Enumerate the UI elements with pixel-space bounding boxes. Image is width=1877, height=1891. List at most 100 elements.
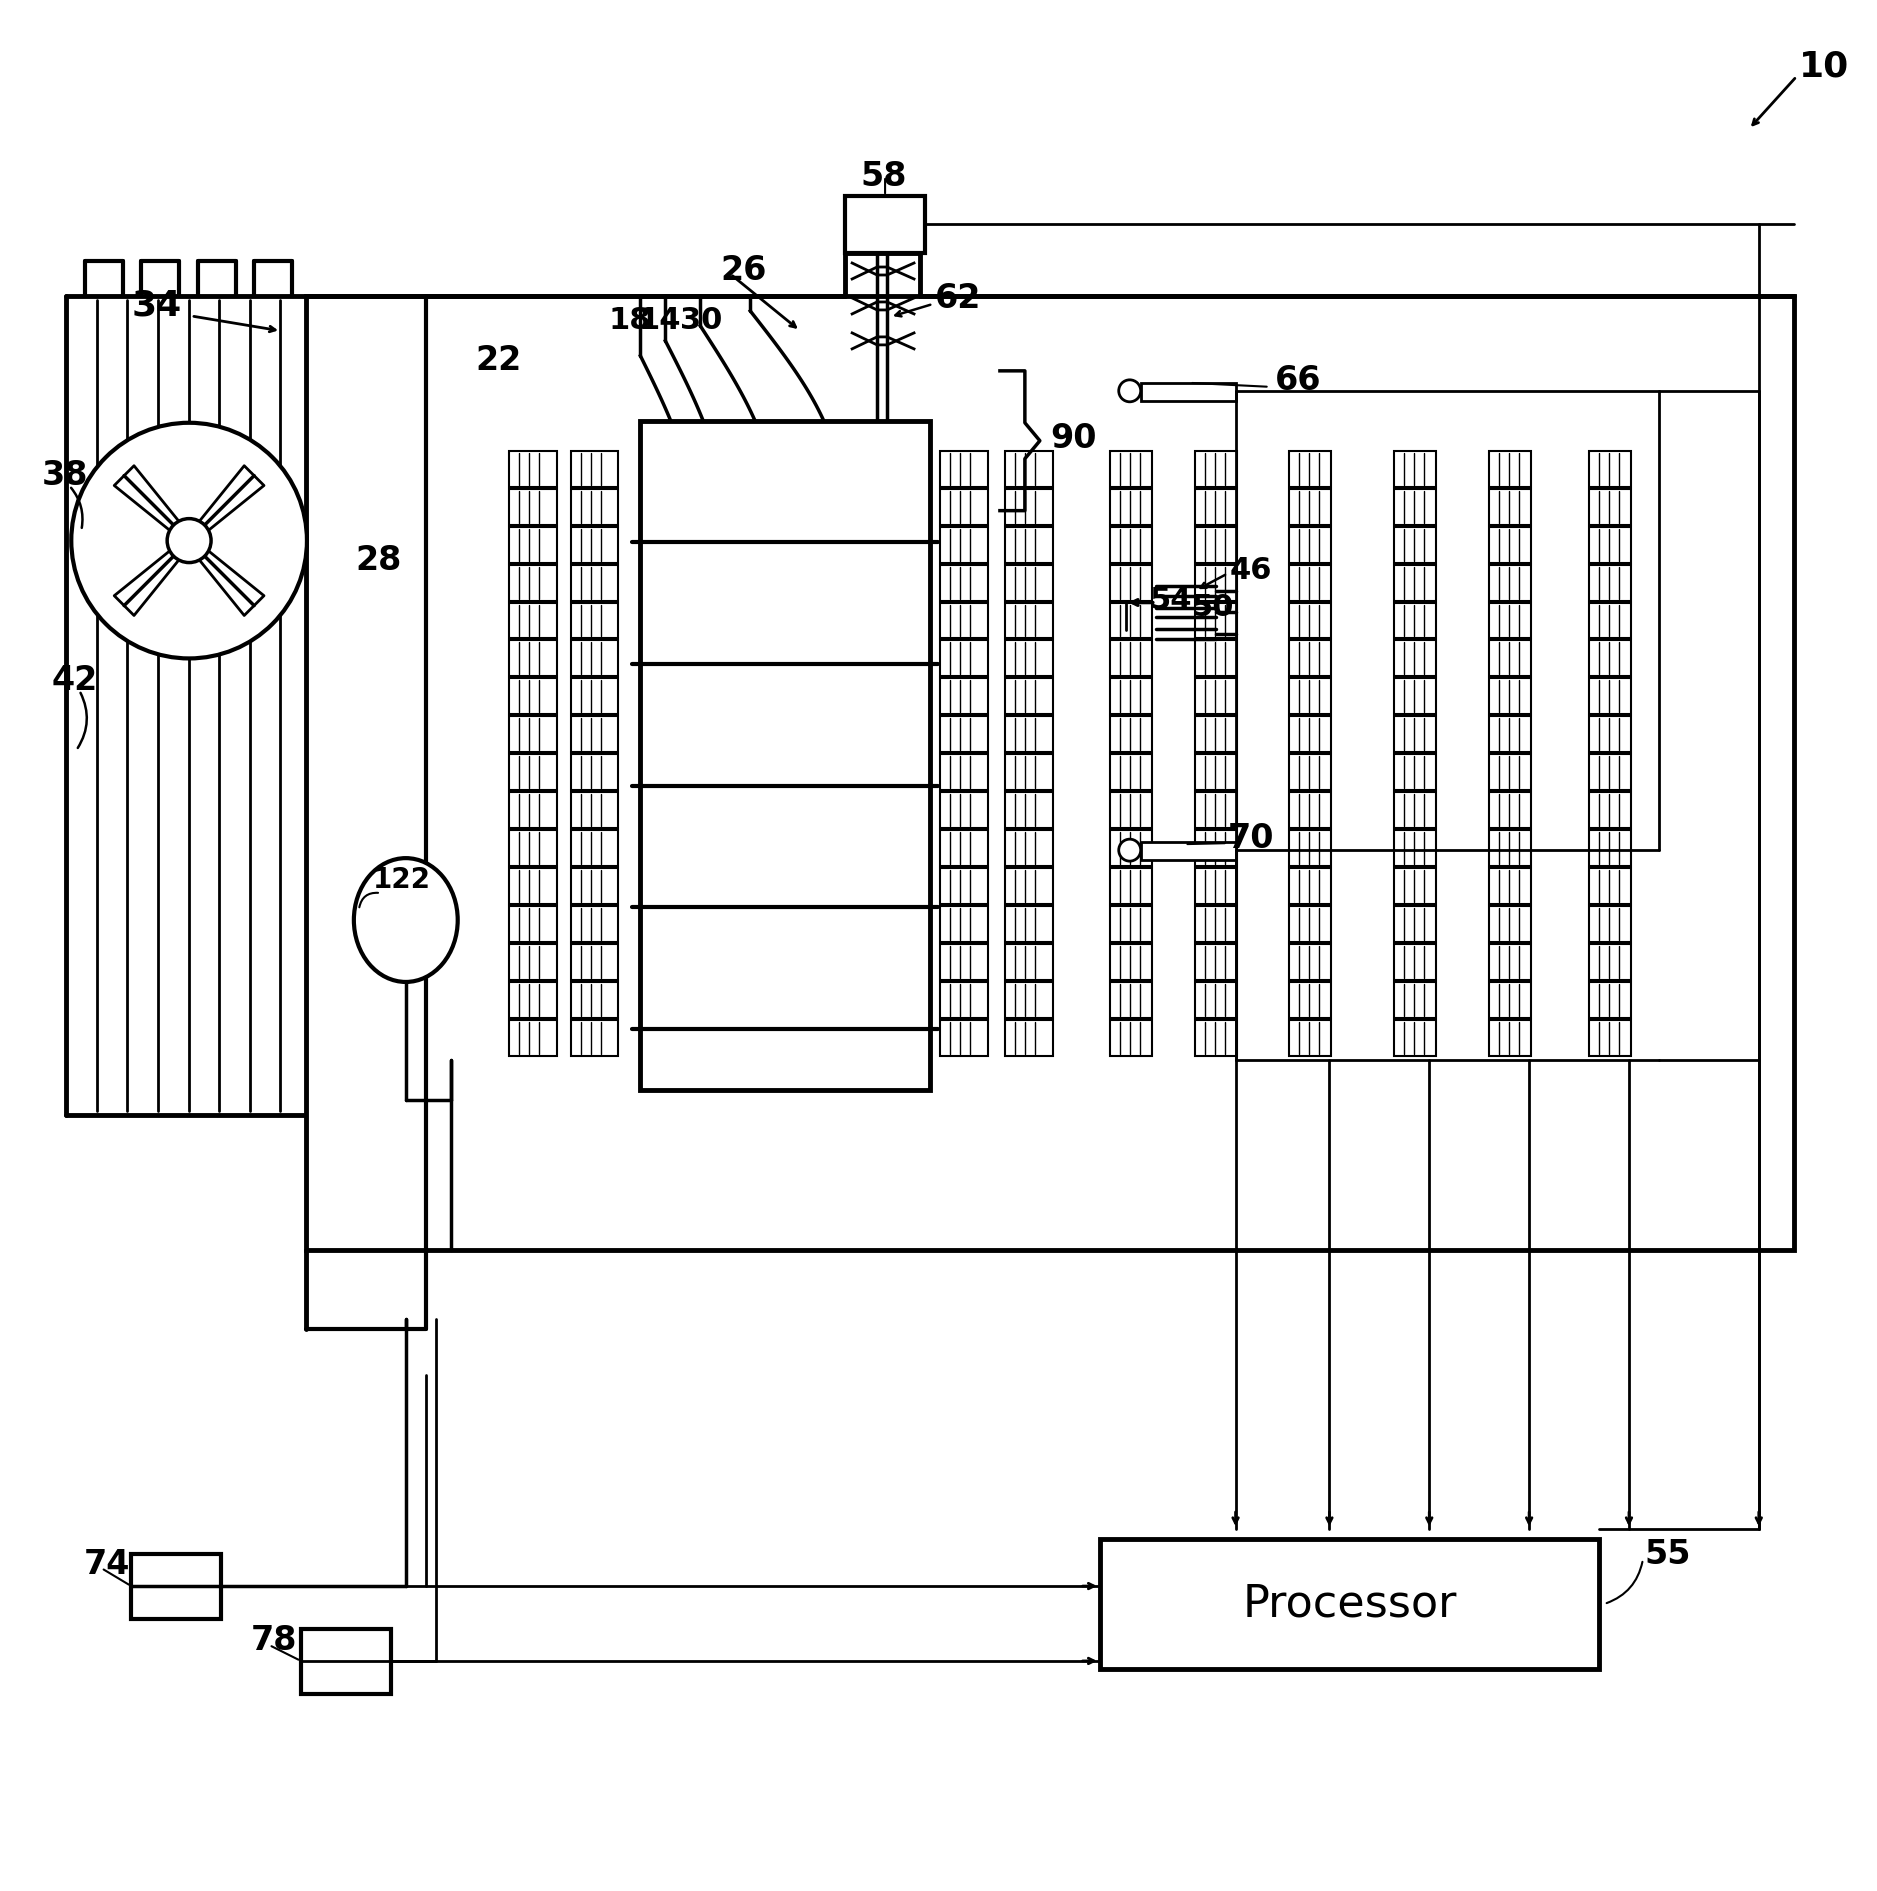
Bar xyxy=(796,554,847,592)
Text: 50: 50 xyxy=(1192,594,1233,622)
Bar xyxy=(869,736,920,775)
Bar xyxy=(858,543,929,603)
Bar xyxy=(509,565,557,601)
Text: 62: 62 xyxy=(935,282,982,316)
Text: 58: 58 xyxy=(860,159,907,193)
Polygon shape xyxy=(114,537,191,615)
Bar xyxy=(785,785,858,847)
Bar xyxy=(725,431,775,471)
Bar xyxy=(1289,717,1331,753)
Bar xyxy=(1289,755,1331,790)
Bar xyxy=(640,603,713,664)
Bar xyxy=(1109,944,1152,980)
Bar xyxy=(785,482,858,543)
Bar xyxy=(509,906,557,942)
Bar xyxy=(785,847,858,908)
Bar xyxy=(1109,717,1152,753)
Bar xyxy=(785,1029,858,1089)
Bar xyxy=(1289,641,1331,677)
Bar xyxy=(1004,906,1053,942)
Bar xyxy=(1395,717,1436,753)
Bar xyxy=(1109,450,1152,486)
Text: 10: 10 xyxy=(1798,49,1849,83)
Bar xyxy=(725,615,775,652)
Bar xyxy=(1395,830,1436,866)
Bar xyxy=(1194,755,1237,790)
Bar xyxy=(1590,755,1631,790)
Bar xyxy=(640,724,713,785)
Bar xyxy=(1395,755,1436,790)
Bar xyxy=(725,492,775,531)
Bar xyxy=(1590,868,1631,904)
Bar xyxy=(1109,603,1152,639)
Bar xyxy=(785,664,858,724)
Text: 18: 18 xyxy=(608,306,651,335)
Bar xyxy=(509,526,557,562)
Bar xyxy=(1004,1019,1053,1055)
Bar xyxy=(1395,450,1436,486)
Bar xyxy=(1289,679,1331,715)
Bar xyxy=(509,1019,557,1055)
Bar xyxy=(1488,526,1532,562)
Bar xyxy=(796,796,847,836)
Bar xyxy=(1488,792,1532,828)
Text: 55: 55 xyxy=(1644,1537,1691,1571)
Bar xyxy=(1590,1019,1631,1055)
Bar xyxy=(858,422,929,482)
Bar xyxy=(785,422,858,482)
Bar xyxy=(651,857,702,896)
Bar xyxy=(1004,792,1053,828)
Bar xyxy=(869,919,920,957)
Bar xyxy=(1194,944,1237,980)
Bar xyxy=(1194,641,1237,677)
Bar xyxy=(713,785,785,847)
Bar xyxy=(1109,981,1152,1017)
Bar xyxy=(651,736,702,775)
Bar xyxy=(571,450,619,486)
Bar xyxy=(1109,565,1152,601)
Bar xyxy=(509,981,557,1017)
Ellipse shape xyxy=(355,859,458,981)
Bar xyxy=(1194,792,1237,828)
Bar xyxy=(869,675,920,715)
Bar xyxy=(1395,565,1436,601)
Bar xyxy=(1395,792,1436,828)
Bar xyxy=(651,796,702,836)
Bar xyxy=(571,906,619,942)
Bar xyxy=(858,603,929,664)
Circle shape xyxy=(167,518,210,562)
Bar xyxy=(1488,450,1532,486)
Bar xyxy=(1488,565,1532,601)
Bar xyxy=(651,675,702,715)
Bar xyxy=(1109,792,1152,828)
Bar xyxy=(796,675,847,715)
Bar xyxy=(940,450,987,486)
Bar xyxy=(869,857,920,896)
Bar xyxy=(1488,981,1532,1017)
Bar xyxy=(858,1029,929,1089)
Bar xyxy=(796,615,847,652)
Bar xyxy=(571,868,619,904)
Bar xyxy=(858,724,929,785)
Bar xyxy=(1488,1019,1532,1055)
Bar xyxy=(1194,1019,1237,1055)
Bar xyxy=(1590,906,1631,942)
Bar xyxy=(785,724,858,785)
Bar xyxy=(1488,868,1532,904)
Bar xyxy=(640,847,713,908)
Bar xyxy=(1194,981,1237,1017)
Bar xyxy=(1289,981,1331,1017)
Bar xyxy=(940,565,987,601)
Bar xyxy=(796,857,847,896)
Bar xyxy=(1194,526,1237,562)
Bar xyxy=(509,679,557,715)
Bar xyxy=(509,755,557,790)
Bar xyxy=(1488,717,1532,753)
Bar xyxy=(509,641,557,677)
Circle shape xyxy=(1119,380,1141,401)
Bar xyxy=(651,1040,702,1080)
Text: 38: 38 xyxy=(41,460,88,492)
Bar xyxy=(940,488,987,524)
Bar xyxy=(571,1019,619,1055)
Bar xyxy=(1488,944,1532,980)
